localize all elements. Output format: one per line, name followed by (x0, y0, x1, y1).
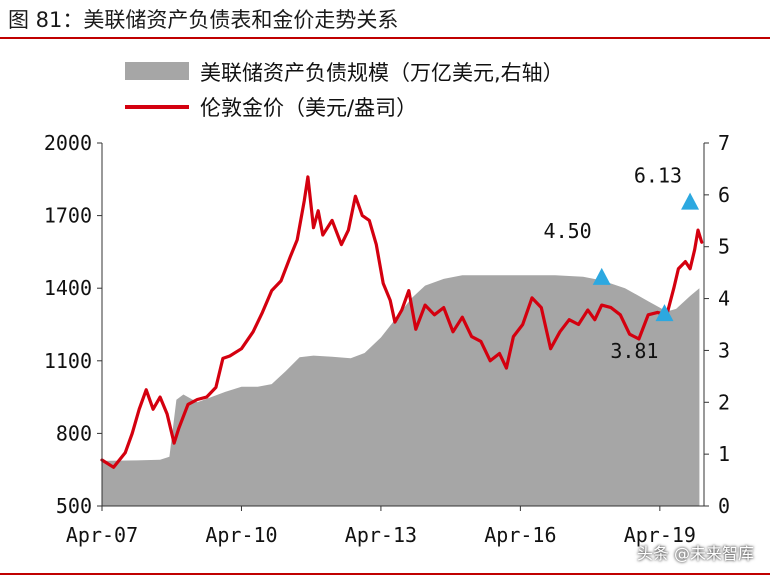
annotation-marker (592, 267, 611, 285)
legend-label-gold: 伦敦金价（美元/盎司） (200, 96, 417, 120)
legend-swatch-balance (125, 62, 189, 80)
bottom-divider (0, 573, 770, 575)
series-gold-price-line (100, 175, 704, 469)
legend-label-balance: 美联储资产负债规模（万亿美元,右轴） (200, 61, 564, 85)
x-tick-label: Apr-16 (484, 523, 556, 547)
y-right-tick-label: 5 (718, 235, 730, 259)
x-tick-label: Apr-10 (205, 523, 277, 547)
y-left-tick-label: 1100 (44, 349, 92, 373)
series-balance-sheet-area (102, 275, 700, 506)
y-right-tick-label: 1 (718, 442, 730, 466)
figure-title: 图 81：美联储资产负债表和金价走势关系 (8, 8, 399, 32)
y-left-tick-label: 1700 (44, 204, 92, 228)
annotation-marker (655, 304, 674, 322)
y-right-tick-label: 6 (718, 183, 730, 207)
x-tick-label: Apr-19 (624, 523, 696, 547)
x-tick-label: Apr-07 (66, 523, 138, 547)
annotation-label: 4.50 (544, 219, 592, 243)
annotation-marker (681, 192, 700, 210)
y-right-tick-label: 0 (718, 494, 730, 518)
y-left-tick-label: 1400 (44, 276, 92, 300)
y-left-tick-label: 800 (56, 421, 92, 445)
y-right-tick-label: 7 (718, 131, 730, 155)
annotation-label: 6.13 (634, 164, 682, 188)
y-left-tick-label: 2000 (44, 131, 92, 155)
y-right-tick-label: 3 (718, 338, 730, 362)
annotation-label: 3.81 (610, 339, 658, 363)
y-right-tick-label: 2 (718, 390, 730, 414)
watermark: 头条 @未来智库 (636, 544, 754, 563)
y-left-tick-label: 500 (56, 494, 92, 518)
y-right-tick-label: 4 (718, 287, 730, 311)
top-divider (0, 37, 770, 39)
x-tick-label: Apr-13 (345, 523, 417, 547)
